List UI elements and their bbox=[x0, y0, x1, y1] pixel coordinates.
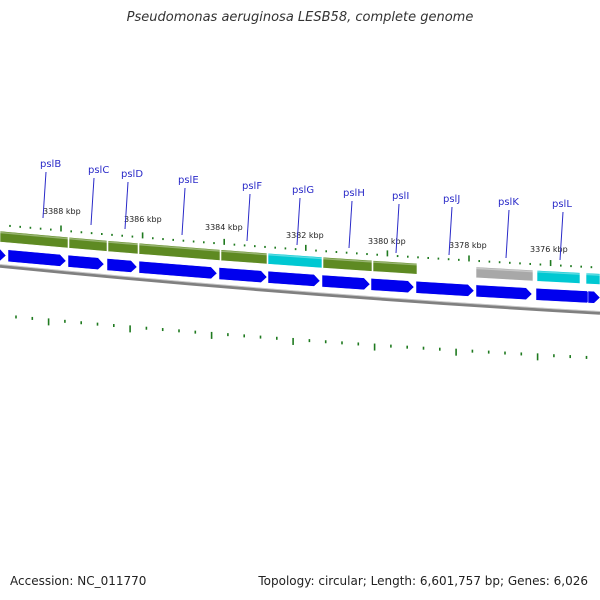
feature-segment bbox=[138, 242, 221, 261]
cds-arrow bbox=[67, 254, 105, 270]
feature-segment bbox=[475, 266, 534, 282]
gene-label: pslK bbox=[498, 197, 519, 208]
feature-segment bbox=[585, 272, 600, 285]
gene-leader-line bbox=[296, 197, 301, 246]
feature-segment-shine bbox=[220, 250, 268, 256]
feature-segment-shine bbox=[138, 243, 221, 252]
gene-leader-line bbox=[42, 171, 47, 219]
gene-label: pslJ bbox=[443, 194, 460, 205]
cds-arrow bbox=[587, 290, 600, 304]
gene-label: pslL bbox=[552, 199, 572, 210]
feature-segment-shine bbox=[372, 261, 418, 266]
cds-arrow bbox=[321, 274, 371, 291]
accession-text: Accession: NC_011770 bbox=[10, 574, 147, 588]
feature-segment bbox=[107, 240, 139, 255]
gene-label: pslG bbox=[292, 185, 314, 196]
feature-track bbox=[0, 230, 600, 285]
gene-label: pslH bbox=[343, 188, 365, 199]
scale-label: 3388 kbp bbox=[43, 207, 81, 216]
feature-segment bbox=[267, 252, 323, 269]
feature-segment-shine bbox=[475, 267, 534, 273]
scale-label: 3376 kbp bbox=[530, 245, 568, 254]
gene-leader-line bbox=[448, 206, 453, 256]
feature-segment bbox=[372, 260, 418, 275]
genome-backbone-highlight bbox=[0, 264, 600, 312]
feature-segment bbox=[536, 269, 581, 284]
scale-label: 3382 kbp bbox=[286, 231, 324, 240]
feature-segment bbox=[68, 236, 108, 252]
cds-arrow bbox=[475, 284, 533, 300]
gene-label: pslF bbox=[242, 181, 262, 192]
scale-label: 3378 kbp bbox=[449, 241, 487, 250]
gene-leader-line bbox=[181, 187, 186, 236]
gene-leader-line bbox=[395, 203, 400, 254]
gene-labels: pslB pslC pslD pslE pslF pslG pslH pslI pslJ pslK… bbox=[40, 159, 572, 261]
feature-segment bbox=[220, 249, 268, 265]
feature-segment-shine bbox=[536, 271, 581, 275]
topology-text: Topology: circular; Length: 6,601,757 bp… bbox=[258, 574, 588, 588]
feature-segment-shine bbox=[322, 257, 373, 263]
cds-arrow bbox=[370, 278, 415, 293]
cds-arrow bbox=[218, 267, 268, 283]
cds-track bbox=[0, 248, 600, 304]
gene-label: pslD bbox=[121, 169, 143, 180]
cds-arrow bbox=[0, 248, 7, 262]
inner-scale-ticks bbox=[15, 315, 588, 361]
gene-leader-line bbox=[124, 181, 129, 230]
gene-leader-line bbox=[90, 177, 95, 226]
genome-backbone bbox=[0, 264, 600, 315]
cds-arrow bbox=[267, 270, 321, 287]
cds-arrow bbox=[138, 260, 218, 280]
outer-scale-ticks bbox=[9, 224, 593, 269]
cds-arrow bbox=[415, 280, 475, 297]
feature-segment-shine bbox=[107, 241, 139, 246]
feature-segment-shine bbox=[267, 253, 323, 260]
feature-segment bbox=[322, 256, 373, 272]
scale-labels: 3388 kbp 3386 kbp 3384 kbp 3382 kbp 3380 kbp… bbox=[43, 207, 568, 254]
gene-leader-line bbox=[559, 211, 564, 261]
scale-label: 3386 kbp bbox=[124, 215, 162, 224]
cds-arrow bbox=[106, 258, 138, 273]
cds-arrow bbox=[535, 287, 594, 304]
gene-label: pslC bbox=[88, 165, 109, 176]
gene-leader-line bbox=[348, 200, 353, 249]
feature-segment-shine bbox=[68, 237, 108, 243]
gene-leader-line bbox=[505, 209, 510, 259]
gene-label: pslE bbox=[178, 175, 199, 186]
scale-label: 3380 kbp bbox=[368, 237, 406, 246]
gene-label: pslB bbox=[40, 159, 61, 170]
cds-arrow bbox=[7, 249, 67, 267]
scale-label: 3384 kbp bbox=[205, 223, 243, 232]
gene-leader-line bbox=[246, 193, 251, 242]
gene-label: pslI bbox=[392, 191, 409, 202]
feature-segment bbox=[0, 230, 69, 249]
feature-segment-shine bbox=[0, 231, 69, 240]
map-title: Pseudomonas aeruginosa LESB58, complete … bbox=[126, 10, 474, 25]
feature-segment-shine bbox=[585, 273, 600, 276]
